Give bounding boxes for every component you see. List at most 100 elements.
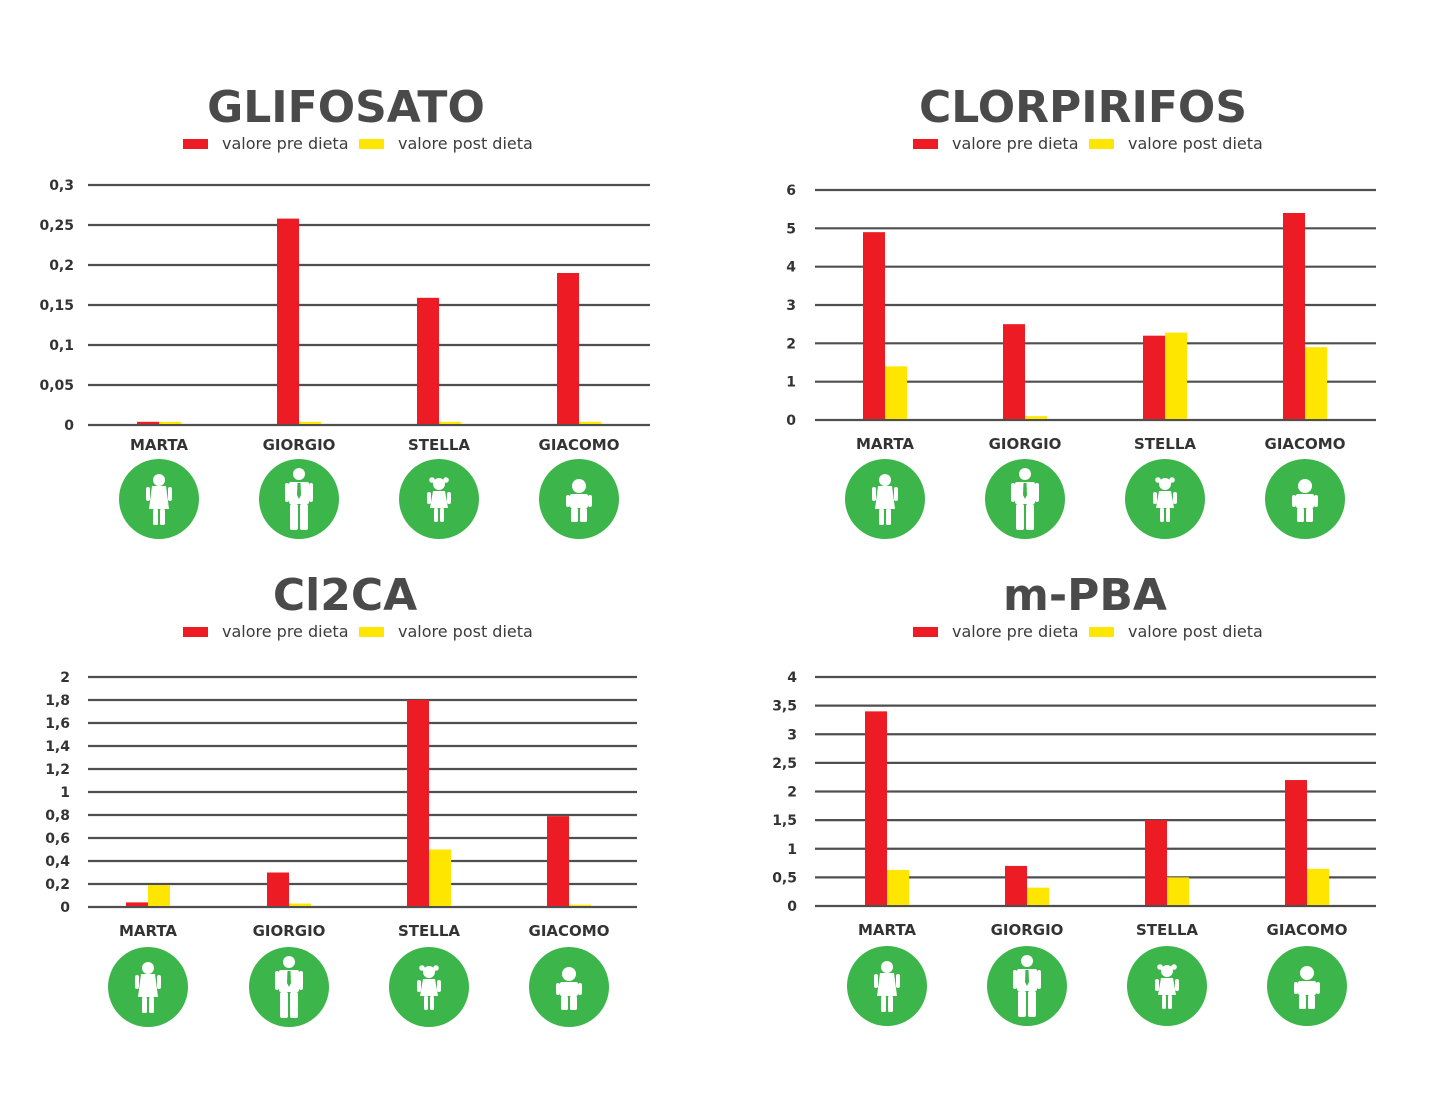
little-girl-icon <box>399 459 479 539</box>
girl-icon <box>119 459 199 539</box>
y-tick-label: 0 <box>787 899 797 915</box>
category-label: GIACOMO <box>1265 435 1346 453</box>
girl-icon <box>108 947 188 1027</box>
chart-title: Cl2CA <box>273 570 417 621</box>
bar-pre-dieta <box>1005 865 1027 905</box>
y-tick-label: 1 <box>786 375 796 391</box>
bar-post-dieta <box>1307 868 1329 905</box>
bar-post-dieta <box>1025 416 1047 419</box>
y-tick-label: 2 <box>60 670 70 686</box>
man-icon <box>987 946 1067 1026</box>
category-label: MARTA <box>119 922 177 940</box>
y-tick-label: 6 <box>786 183 796 199</box>
bar-post-dieta <box>1167 877 1189 905</box>
legend-label: valore post dieta <box>398 622 533 641</box>
bar-pre-dieta <box>277 218 299 424</box>
bar-post-dieta <box>887 869 909 905</box>
little-girl-icon <box>389 947 469 1027</box>
bar-pre-dieta <box>417 297 439 424</box>
bar-pre-dieta <box>407 700 429 906</box>
bar-post-dieta <box>439 421 461 424</box>
y-tick-label: 5 <box>786 221 796 237</box>
y-tick-label: 3,5 <box>772 699 797 715</box>
bar-pre-dieta <box>547 816 569 906</box>
bar-pre-dieta <box>126 902 148 906</box>
y-tick-label: 0,6 <box>45 831 70 847</box>
boy-icon <box>539 459 619 539</box>
bar-pre-dieta <box>557 273 579 424</box>
category-label: GIORGIO <box>263 436 336 454</box>
bar-post-dieta <box>429 849 451 906</box>
y-tick-label: 2 <box>786 336 796 352</box>
y-tick-label: 3 <box>787 727 797 743</box>
y-tick-label: 0,4 <box>45 854 70 870</box>
chart-title: GLIFOSATO <box>207 82 485 133</box>
y-tick-label: 1 <box>60 785 70 801</box>
category-label: STELLA <box>398 922 460 940</box>
legend-swatch <box>1089 139 1114 149</box>
legend-label: valore pre dieta <box>222 622 349 641</box>
y-tick-label: 3 <box>786 298 796 314</box>
category-label: GIACOMO <box>1267 921 1348 939</box>
legend-swatch <box>183 139 208 149</box>
boy-icon <box>529 947 609 1027</box>
bar-post-dieta <box>148 885 170 906</box>
legend-swatch <box>913 139 938 149</box>
legend-label: valore post dieta <box>398 134 533 153</box>
legend-swatch <box>1089 627 1114 637</box>
bar-pre-dieta <box>865 711 887 905</box>
y-tick-label: 4 <box>786 260 796 276</box>
category-label: STELLA <box>408 436 470 454</box>
category-label: STELLA <box>1136 921 1198 939</box>
y-tick-label: 0 <box>786 413 796 429</box>
y-tick-label: 0,05 <box>39 378 74 394</box>
girl-icon <box>845 459 925 539</box>
category-label: STELLA <box>1134 435 1196 453</box>
bar-pre-dieta <box>863 232 885 419</box>
category-label: GIORGIO <box>253 922 326 940</box>
y-tick-label: 0 <box>60 900 70 916</box>
man-icon <box>259 459 339 539</box>
bar-post-dieta <box>289 903 311 906</box>
y-tick-label: 1,4 <box>45 739 70 755</box>
bar-post-dieta <box>885 366 907 419</box>
bar-pre-dieta <box>137 421 159 424</box>
bar-pre-dieta <box>1285 780 1307 905</box>
y-tick-label: 0,2 <box>49 258 74 274</box>
legend-label: valore post dieta <box>1128 622 1263 641</box>
category-label: GIACOMO <box>539 436 620 454</box>
chart-title: CLORPIRIFOS <box>919 82 1247 133</box>
little-girl-icon <box>1127 946 1207 1026</box>
bar-post-dieta <box>1165 332 1187 419</box>
y-tick-label: 0,5 <box>772 870 797 886</box>
bar-pre-dieta <box>1003 324 1025 419</box>
chart-title: m-PBA <box>1003 570 1167 621</box>
y-tick-label: 2,5 <box>772 756 797 772</box>
y-tick-label: 0,15 <box>39 298 74 314</box>
y-tick-label: 4 <box>787 670 797 686</box>
man-icon <box>985 459 1065 539</box>
y-tick-label: 1,5 <box>772 813 797 829</box>
bar-post-dieta <box>569 904 591 906</box>
girl-icon <box>847 946 927 1026</box>
y-tick-label: 1,6 <box>45 716 70 732</box>
y-tick-label: 2 <box>787 785 797 801</box>
category-label: GIORGIO <box>991 921 1064 939</box>
y-tick-label: 1 <box>787 842 797 858</box>
y-tick-label: 0,2 <box>45 877 70 893</box>
y-tick-label: 1,8 <box>45 693 70 709</box>
bar-pre-dieta <box>1143 335 1165 419</box>
category-label: GIACOMO <box>529 922 610 940</box>
bar-pre-dieta <box>1283 213 1305 419</box>
legend-label: valore post dieta <box>1128 134 1263 153</box>
man-icon <box>249 947 329 1027</box>
bar-post-dieta <box>1027 887 1049 905</box>
legend-label: valore pre dieta <box>952 622 1079 641</box>
category-label: GIORGIO <box>989 435 1062 453</box>
boy-icon <box>1265 459 1345 539</box>
category-label: MARTA <box>130 436 188 454</box>
legend-label: valore pre dieta <box>952 134 1079 153</box>
